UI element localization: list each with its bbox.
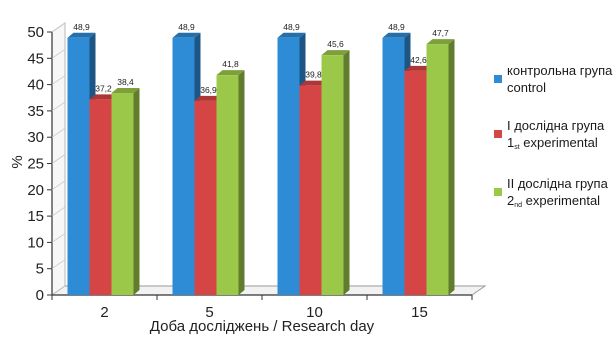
y-tick-label: 25 [27, 156, 44, 173]
y-tick-depth [51, 154, 66, 164]
y-tick-depth [51, 206, 66, 217]
data-label: 38,4 [117, 77, 134, 87]
bar-top [382, 32, 411, 38]
x-tick-label: 10 [306, 304, 323, 321]
legend-item-experimental-2: II дослідна група 2nd experimental [494, 175, 614, 212]
bar-side [238, 70, 245, 295]
data-label: 48,9 [178, 22, 195, 32]
bar-top [277, 32, 306, 38]
bar-top [67, 32, 96, 38]
x-axis-label: Доба досліджень / Research day [150, 318, 375, 335]
bar-front [89, 99, 112, 295]
bar-side [133, 88, 140, 296]
bar-top [111, 88, 140, 94]
y-tick-depth [51, 259, 66, 270]
y-tick-depth [51, 48, 66, 59]
y-tick-label: 45 [27, 50, 44, 67]
bar-front [216, 75, 239, 295]
legend-label-en: control [507, 79, 614, 96]
x-tick-label: 15 [411, 304, 428, 321]
bar-front [111, 93, 134, 296]
bar-top [321, 50, 350, 56]
legend-item-experimental-1: I дослідна група 1st experimental [494, 117, 614, 154]
bar-top [194, 95, 223, 101]
legend-swatch [494, 188, 502, 196]
bar [216, 70, 245, 295]
legend-label-en-main: 1 [507, 135, 515, 150]
bar-top [299, 80, 328, 86]
data-label: 45,6 [327, 39, 344, 49]
bar-front [426, 44, 449, 296]
data-label: 47,7 [432, 28, 449, 38]
legend-label-en-main: control [507, 80, 547, 95]
data-label: 41,8 [222, 59, 239, 69]
bar-top [172, 32, 201, 38]
y-tick-label: 0 [36, 287, 44, 304]
y-tick-depth [51, 285, 66, 296]
y-tick-label: 15 [27, 208, 44, 225]
bar [111, 88, 140, 296]
data-labels: 48,9 37,2 38,4 48,9 36,9 41,8 48,9 39,8 45,6 48,9… [73, 22, 449, 95]
legend-label-ua: I дослідна група [507, 118, 605, 133]
y-tick-label: 5 [36, 261, 44, 278]
y-tick-depth [51, 75, 66, 85]
data-label: 39,8 [305, 70, 322, 80]
data-label: 36,9 [200, 85, 217, 95]
bar-top [404, 65, 433, 71]
data-label: 42,6 [410, 55, 427, 65]
legend-label-en-sub: st [514, 144, 520, 151]
x-tick-label: 2 [100, 304, 108, 321]
x-tick-label: 5 [205, 304, 213, 321]
y-tick-label: 10 [27, 234, 44, 251]
y-tick-label: 35 [27, 103, 44, 120]
bar-side [343, 50, 350, 296]
bars [67, 32, 455, 296]
bar-front [172, 37, 195, 295]
bar-top [426, 39, 455, 45]
bar [426, 39, 455, 296]
legend-label-en: 1st experimental [507, 134, 614, 154]
y-axis-label: % [9, 155, 26, 168]
bar-front [194, 100, 217, 295]
y-tick-label: 50 [27, 24, 44, 41]
legend-item-control: контрольна група control [494, 62, 614, 96]
y-tick-label: 20 [27, 182, 44, 199]
legend-label-ua: II дослідна група [507, 176, 608, 191]
bar-top [89, 94, 118, 100]
bar-front [382, 37, 405, 295]
bar [321, 50, 350, 296]
legend-swatch [494, 75, 502, 83]
bar-top [216, 70, 245, 76]
y-tick-depth [51, 180, 66, 191]
legend-label-ua: контрольна група [507, 63, 613, 78]
y-tick-label: 30 [27, 129, 44, 146]
bar-front [321, 55, 344, 296]
legend-label-en: 2nd experimental [507, 192, 614, 212]
data-label: 48,9 [283, 22, 300, 32]
y-tick-label: 40 [27, 77, 44, 94]
y-axis: 0 5 10 15 20 25 30 35 40 45 50 [27, 22, 66, 304]
y-tick-depth [51, 127, 66, 138]
bar-front [67, 37, 90, 295]
bar-side [448, 39, 455, 296]
data-label: 37,2 [95, 83, 112, 93]
legend-label-en-rest: experimental [522, 193, 601, 208]
legend-label-en-sub: nd [514, 202, 523, 209]
data-label: 48,9 [388, 22, 405, 32]
y-tick-depth [51, 22, 66, 33]
legend-label-en-rest: experimental [519, 135, 598, 150]
bar-front [277, 37, 300, 295]
y-tick-depth [51, 101, 66, 112]
legend-swatch [494, 130, 502, 138]
data-label: 48,9 [73, 22, 90, 32]
bar-front [299, 85, 322, 295]
legend: контрольна група control I дослідна груп… [494, 62, 614, 233]
y-tick-depth [51, 233, 66, 243]
bar-front [404, 70, 427, 295]
legend-label-en-main: 2 [507, 193, 515, 208]
